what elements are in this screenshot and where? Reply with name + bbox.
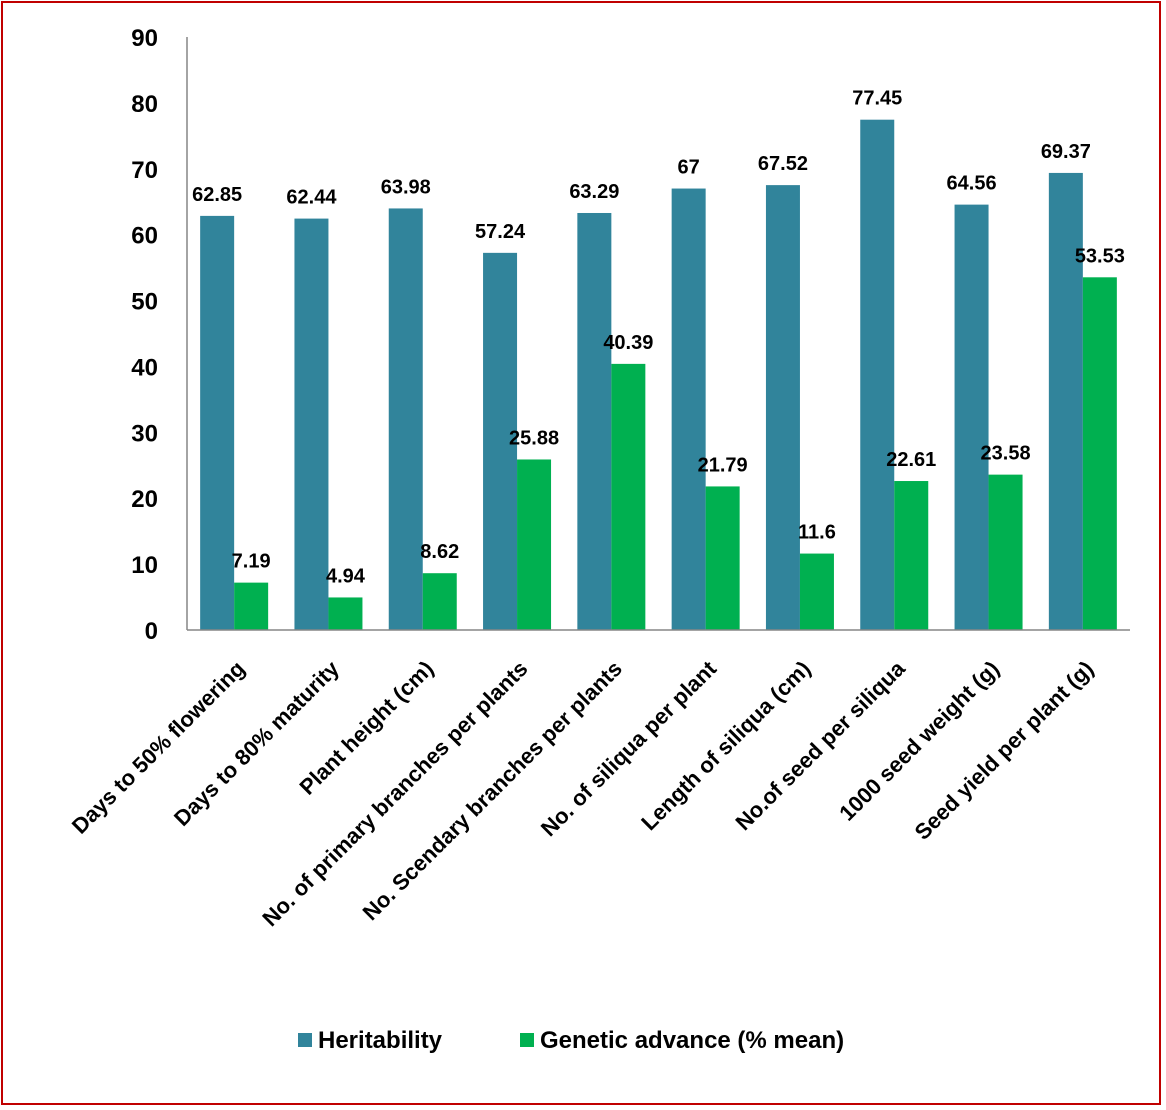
y-tick-label: 20	[131, 486, 158, 513]
y-tick-label: 30	[131, 420, 158, 447]
bar-heritability	[388, 208, 423, 631]
bar-genetic-advance	[1082, 277, 1117, 630]
x-category-label: Length of siliqua (cm)	[636, 656, 815, 835]
bar-heritability	[860, 119, 895, 630]
y-axis: 0 10 20 30 40 50 60 70 80 90	[131, 25, 188, 645]
data-label-genetic-advance: 25.88	[509, 427, 559, 449]
y-tick-label: 70	[131, 157, 158, 184]
x-category-label: Seed yield per plant (g)	[910, 656, 1099, 845]
data-label-heritability: 77.45	[852, 88, 902, 110]
bar-heritability	[294, 218, 329, 630]
bar-genetic-advance	[705, 486, 740, 630]
data-label-genetic-advance: 4.94	[326, 565, 366, 587]
x-category-label: Days to 80% maturity	[169, 655, 345, 831]
data-label-genetic-advance: 23.58	[981, 443, 1031, 465]
bar-heritability	[954, 204, 989, 630]
legend-item-genetic-advance: Genetic advance (% mean)	[540, 1027, 844, 1054]
bar-genetic-advance	[988, 474, 1023, 630]
legend-swatch	[298, 1033, 312, 1047]
bar-heritability	[200, 215, 235, 630]
data-label-heritability: 62.85	[192, 184, 242, 206]
bar-heritability	[1048, 172, 1083, 630]
bar-heritability	[483, 252, 518, 631]
data-label-genetic-advance: 21.79	[698, 454, 748, 476]
legend-item-heritability: Heritability	[318, 1027, 443, 1054]
bar-heritability	[671, 188, 706, 631]
bar-heritability	[577, 212, 612, 630]
bar-genetic-advance	[799, 553, 834, 630]
data-label-genetic-advance: 8.62	[420, 541, 459, 563]
data-label-genetic-advance: 22.61	[886, 449, 936, 471]
bar-genetic-advance	[234, 582, 269, 630]
data-label-heritability: 69.37	[1041, 141, 1091, 163]
x-category-label: Days to 50% flowering	[67, 656, 250, 839]
data-label-heritability: 67.52	[758, 153, 808, 175]
data-label-heritability: 63.29	[569, 181, 619, 203]
bar-genetic-advance	[611, 363, 646, 630]
data-label-genetic-advance: 53.53	[1075, 245, 1125, 267]
legend-swatch	[520, 1033, 534, 1047]
x-category-label: 1000 seed weight (g)	[834, 656, 1004, 826]
bar-heritability	[765, 185, 800, 630]
y-tick-label: 0	[145, 618, 158, 645]
x-category-label: No. of siliqua per plant	[536, 655, 722, 841]
x-category-label: No.of seed per siliqua	[730, 655, 910, 835]
data-label-heritability: 62.44	[286, 187, 337, 209]
y-tick-label: 40	[131, 354, 158, 381]
data-label-heritability: 64.56	[947, 173, 997, 195]
bar-genetic-advance	[894, 481, 929, 630]
y-tick-label: 50	[131, 289, 158, 316]
y-tick-label: 60	[131, 223, 158, 250]
bars	[200, 119, 1117, 631]
data-labels: 62.85 7.19 62.44 4.94 63.98 8.62 57.24 25.88 63.…	[192, 88, 1125, 588]
data-label-genetic-advance: 11.6	[798, 522, 836, 544]
y-tick-label: 10	[131, 552, 158, 579]
y-tick-label: 90	[131, 25, 158, 52]
data-label-genetic-advance: 40.39	[603, 332, 653, 354]
data-label-genetic-advance: 7.19	[232, 551, 271, 573]
data-label-heritability: 67	[678, 157, 700, 179]
bar-genetic-advance	[517, 459, 552, 630]
legend: Heritability Genetic advance (% mean)	[298, 1027, 844, 1054]
bar-genetic-advance	[422, 573, 457, 630]
data-label-heritability: 57.24	[475, 221, 526, 243]
bar-genetic-advance	[328, 597, 363, 630]
data-label-heritability: 63.98	[381, 176, 431, 198]
y-tick-label: 80	[131, 91, 158, 118]
